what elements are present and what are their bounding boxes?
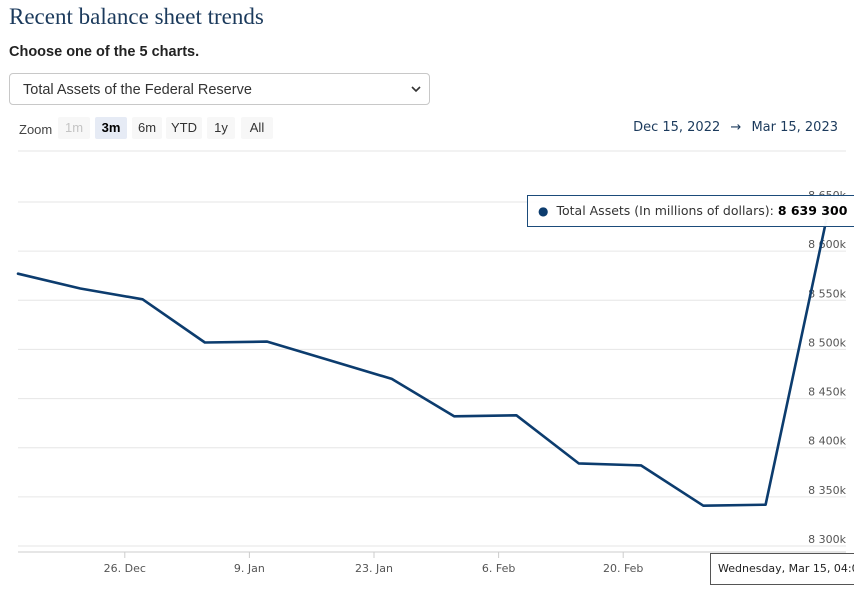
- range-to-date[interactable]: Mar 15, 2023: [751, 120, 838, 135]
- zoom-1y-button[interactable]: 1y: [207, 117, 235, 139]
- zoom-3m-button[interactable]: 3m: [95, 117, 127, 139]
- zoom-1m-button[interactable]: 1m: [58, 117, 90, 139]
- y-tick-label: 8 400k: [808, 435, 846, 448]
- chevron-down-icon: [411, 86, 421, 93]
- range-arrow: →: [730, 120, 742, 135]
- chart-selector-value: Total Assets of the Federal Reserve: [23, 82, 252, 98]
- zoom-6m-button[interactable]: 6m: [132, 117, 162, 139]
- tooltip-series-label: Total Assets (In millions of dollars):: [556, 203, 774, 218]
- x-tick-label: 9. Jan: [234, 562, 265, 575]
- date-range: Dec 15, 2022 → Mar 15, 2023: [630, 120, 841, 135]
- x-tick-label: 26. Dec: [104, 562, 146, 575]
- chart-selector-dropdown[interactable]: Total Assets of the Federal Reserve: [9, 73, 430, 105]
- y-tick-label: 8 350k: [808, 484, 846, 497]
- y-tick-label: 8 450k: [808, 386, 846, 399]
- y-tick-label: 8 600k: [808, 238, 846, 251]
- data-tooltip: ● Total Assets (In millions of dollars):…: [527, 195, 854, 227]
- y-tick-label: 8 300k: [808, 533, 846, 546]
- chart-chooser-prompt: Choose one of the 5 charts.: [9, 44, 200, 60]
- y-tick-label: 8 500k: [808, 336, 846, 349]
- x-tick-label: 6. Feb: [482, 562, 515, 575]
- page-title: Recent balance sheet trends: [9, 4, 264, 29]
- range-from-date[interactable]: Dec 15, 2022: [633, 120, 721, 135]
- zoom-label: Zoom: [19, 122, 53, 137]
- zoom-all-button[interactable]: All: [241, 117, 273, 139]
- total-assets-line: [16, 211, 830, 508]
- crosshair-date-label: Wednesday, Mar 15, 04:00: [710, 553, 854, 585]
- y-tick-label: 8 550k: [808, 287, 846, 300]
- x-tick-label: 20. Feb: [603, 562, 643, 575]
- tooltip-value: 8 639 300: [777, 203, 848, 218]
- x-tick-label: 23. Jan: [355, 562, 393, 575]
- zoom-ytd-button[interactable]: YTD: [166, 117, 202, 139]
- series-marker-icon: ●: [538, 204, 549, 218]
